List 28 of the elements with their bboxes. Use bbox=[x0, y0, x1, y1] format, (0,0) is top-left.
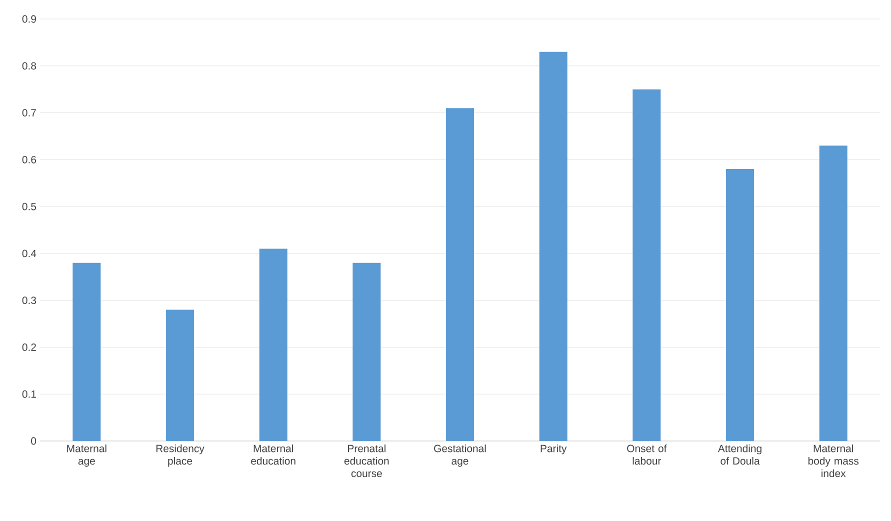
bar bbox=[726, 169, 754, 441]
y-tick-label: 0.7 bbox=[22, 109, 36, 116]
bar bbox=[819, 146, 848, 441]
x-tick-label: Maternal education bbox=[251, 444, 296, 465]
y-tick-label: 0.5 bbox=[22, 202, 36, 210]
y-tick-label: 0.6 bbox=[22, 156, 36, 164]
y-tick-label: 0 bbox=[31, 437, 36, 445]
x-tick-label: Prenatal education course bbox=[344, 444, 389, 478]
x-tick-label: Maternal age bbox=[67, 444, 106, 467]
y-tick-label: 0.9 bbox=[22, 15, 36, 23]
x-tick-label: Residency place bbox=[156, 444, 204, 467]
x-tick-label: Parity bbox=[540, 444, 567, 454]
y-tick-label: 0.1 bbox=[22, 390, 36, 398]
bar bbox=[352, 262, 381, 441]
bar bbox=[166, 310, 194, 441]
x-tick-label: Onset of labour bbox=[627, 444, 667, 465]
y-tick-label: 0.3 bbox=[22, 296, 36, 304]
y-tick-label: 0.8 bbox=[22, 62, 36, 70]
bar bbox=[446, 108, 474, 441]
bar bbox=[632, 89, 661, 441]
x-tick-label: Gestational age bbox=[434, 444, 486, 467]
bar bbox=[72, 262, 101, 441]
bar bbox=[259, 248, 288, 441]
y-tick-label: 0.2 bbox=[22, 344, 36, 351]
bar bbox=[539, 52, 568, 441]
x-tick-label: Attending of Doula bbox=[718, 444, 762, 465]
y-tick-label: 0.4 bbox=[22, 250, 36, 258]
x-tick-label: Maternal body mass index bbox=[808, 444, 859, 478]
